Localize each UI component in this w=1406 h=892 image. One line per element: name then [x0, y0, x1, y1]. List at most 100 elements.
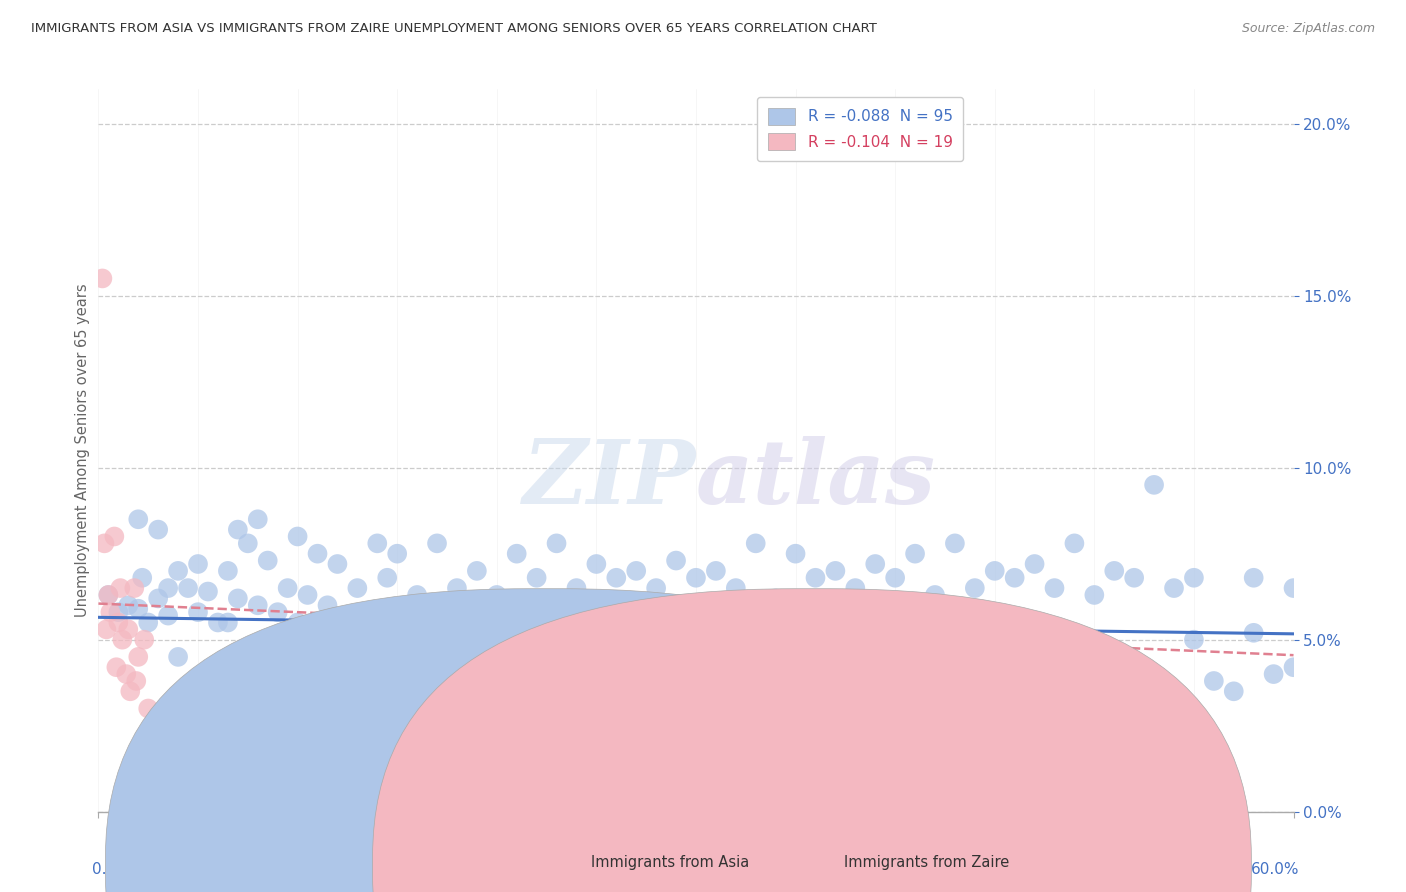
Point [465, 564, 488, 578]
Point [685, 571, 707, 585]
Point [1182, 571, 1205, 585]
Point [1104, 564, 1126, 578]
Point [120, 684, 142, 698]
Point [526, 615, 548, 630]
Point [724, 581, 747, 595]
Point [565, 581, 588, 595]
Point [316, 599, 339, 613]
Point [446, 581, 468, 595]
Point [1043, 632, 1066, 647]
Point [277, 581, 299, 595]
Point [1182, 632, 1205, 647]
Point [765, 591, 787, 606]
Point [148, 743, 170, 757]
Point [148, 523, 170, 537]
Point [585, 557, 607, 571]
Point [506, 547, 529, 561]
Point [346, 581, 368, 595]
Point [167, 649, 190, 664]
Point [1024, 557, 1046, 571]
Text: atlas: atlas [696, 436, 936, 523]
Point [665, 553, 688, 567]
Point [236, 536, 259, 550]
Point [297, 588, 319, 602]
Point [984, 564, 1007, 578]
Point [256, 553, 278, 567]
Point [127, 601, 149, 615]
Text: IMMIGRANTS FROM ASIA VS IMMIGRANTS FROM ZAIRE UNEMPLOYMENT AMONG SENIORS OVER 65: IMMIGRANTS FROM ASIA VS IMMIGRANTS FROM … [31, 22, 877, 36]
Point [526, 571, 548, 585]
Point [1063, 536, 1085, 550]
Point [98, 605, 122, 619]
Point [127, 512, 149, 526]
Point [246, 599, 269, 613]
Point [124, 581, 146, 595]
Text: Immigrants from Asia: Immigrants from Asia [591, 855, 749, 870]
Point [375, 571, 398, 585]
Point [1202, 673, 1225, 688]
Text: 0.0%: 0.0% [93, 863, 131, 878]
Text: Immigrants from Zaire: Immigrants from Zaire [844, 855, 1010, 870]
Point [1083, 660, 1105, 674]
Point [1282, 660, 1305, 674]
Text: Source: ZipAtlas.com: Source: ZipAtlas.com [1241, 22, 1375, 36]
Point [984, 625, 1007, 640]
Point [385, 547, 409, 561]
Point [1243, 571, 1265, 585]
Legend: R = -0.088  N = 95, R = -0.104  N = 19: R = -0.088 N = 95, R = -0.104 N = 19 [756, 97, 963, 161]
Point [207, 615, 229, 630]
Point [125, 673, 148, 688]
Point [426, 536, 449, 550]
Point [97, 588, 120, 602]
Point [110, 581, 132, 595]
Point [187, 605, 209, 619]
Point [226, 523, 249, 537]
Point [307, 547, 329, 561]
Point [157, 608, 180, 623]
Point [1282, 581, 1305, 595]
Point [93, 536, 115, 550]
Point [924, 588, 946, 602]
Point [131, 571, 153, 585]
Point [105, 660, 128, 674]
Point [97, 588, 120, 602]
Point [96, 623, 118, 637]
Point [943, 536, 966, 550]
Point [924, 615, 946, 630]
Point [187, 557, 209, 571]
Point [107, 615, 129, 630]
Point [1123, 571, 1146, 585]
Point [326, 557, 349, 571]
Point [366, 536, 388, 550]
Point [1243, 625, 1265, 640]
Point [785, 640, 807, 654]
Point [963, 581, 986, 595]
Point [326, 649, 349, 664]
Point [884, 571, 907, 585]
Point [485, 649, 508, 664]
Point [546, 536, 568, 550]
Text: ZIP: ZIP [523, 436, 696, 523]
Point [103, 529, 125, 543]
Point [1143, 478, 1166, 492]
Point [1004, 571, 1026, 585]
Point [446, 632, 468, 647]
Point [127, 649, 149, 664]
Point [406, 588, 429, 602]
Point [605, 571, 627, 585]
Point [157, 581, 180, 595]
Point [197, 584, 219, 599]
Point [117, 599, 139, 613]
Point [136, 701, 159, 715]
Point [115, 667, 138, 681]
Point [246, 512, 269, 526]
Point [645, 581, 668, 595]
Point [804, 571, 827, 585]
Point [685, 660, 707, 674]
Point [904, 547, 927, 561]
Point [745, 536, 768, 550]
Point [704, 564, 727, 578]
Point [645, 625, 668, 640]
Y-axis label: Unemployment Among Seniors over 65 years: Unemployment Among Seniors over 65 years [75, 284, 90, 617]
Point [1263, 667, 1285, 681]
